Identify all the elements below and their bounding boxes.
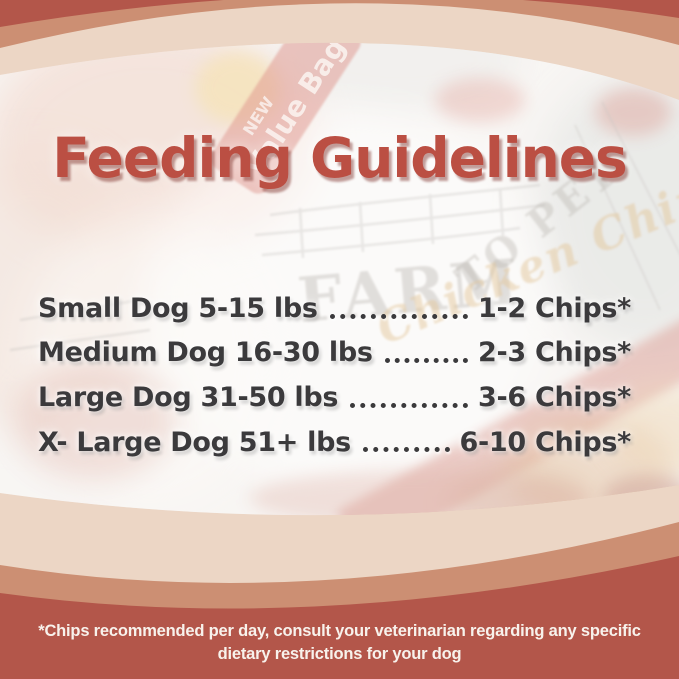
row-value: 1-2 Chips* [478,292,631,324]
row-value: 6-10 Chips* [459,426,632,458]
dot-leader [350,402,468,408]
row-label: Small Dog 5-15 lbs [38,292,318,324]
footnote: *Chips recommended per day, consult your… [0,620,679,666]
row-label: X- Large Dog 51+ lbs [38,426,351,458]
gray-bag-blob [535,70,679,350]
dot-leader [329,313,468,319]
fence-sketch [9,183,546,352]
red-bag-blob-left [15,360,175,480]
dot-leader [384,358,468,364]
treats-blob-2 [615,385,679,475]
feeding-table: Small Dog 5-15 lbs 1-2 Chips* Medium Dog… [38,286,631,464]
table-row: Medium Dog 16-30 lbs 2-3 Chips* [38,331,631,376]
bag-crease-lines [574,101,679,311]
row-label: Medium Dog 16-30 lbs [38,337,373,369]
table-row: Large Dog 31-50 lbs 3-6 Chips* [38,375,631,420]
row-value: 3-6 Chips* [478,381,631,413]
table-row: X- Large Dog 51+ lbs 6-10 Chips* [38,420,631,465]
row-label: Large Dog 31-50 lbs [38,381,339,413]
row-value: 2-3 Chips* [478,337,631,369]
red-label-blob [435,78,525,122]
table-row: Small Dog 5-15 lbs 1-2 Chips* [38,286,631,331]
footnote-line-1: *Chips recommended per day, consult your… [38,622,641,640]
dot-leader [362,447,450,453]
footnote-line-2: dietary restrictions for your dog [217,645,462,663]
page-title: Feeding Guidelines [52,126,628,190]
